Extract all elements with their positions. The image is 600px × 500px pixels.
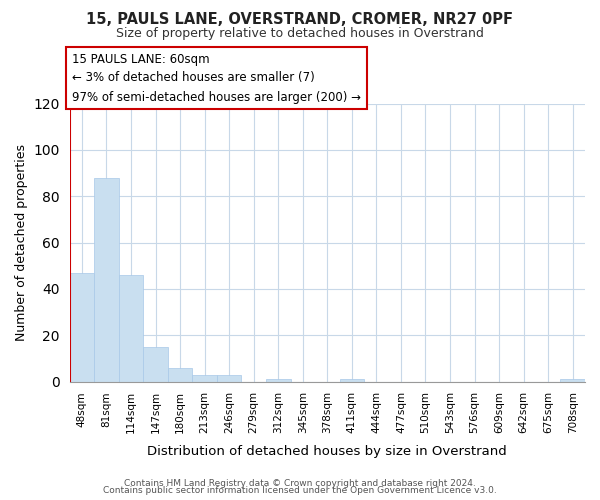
- Bar: [217, 374, 241, 382]
- Bar: [168, 368, 193, 382]
- Bar: [340, 379, 364, 382]
- Text: 15, PAULS LANE, OVERSTRAND, CROMER, NR27 0PF: 15, PAULS LANE, OVERSTRAND, CROMER, NR27…: [86, 12, 514, 28]
- Bar: [193, 374, 217, 382]
- Bar: [70, 272, 94, 382]
- Text: Contains public sector information licensed under the Open Government Licence v3: Contains public sector information licen…: [103, 486, 497, 495]
- Text: Size of property relative to detached houses in Overstrand: Size of property relative to detached ho…: [116, 28, 484, 40]
- Bar: [94, 178, 119, 382]
- Y-axis label: Number of detached properties: Number of detached properties: [15, 144, 28, 341]
- Bar: [143, 347, 168, 382]
- Text: 15 PAULS LANE: 60sqm
← 3% of detached houses are smaller (7)
97% of semi-detache: 15 PAULS LANE: 60sqm ← 3% of detached ho…: [72, 52, 361, 104]
- Bar: [119, 275, 143, 382]
- Text: Contains HM Land Registry data © Crown copyright and database right 2024.: Contains HM Land Registry data © Crown c…: [124, 478, 476, 488]
- Bar: [560, 379, 585, 382]
- X-axis label: Distribution of detached houses by size in Overstrand: Distribution of detached houses by size …: [148, 444, 507, 458]
- Bar: [266, 379, 290, 382]
